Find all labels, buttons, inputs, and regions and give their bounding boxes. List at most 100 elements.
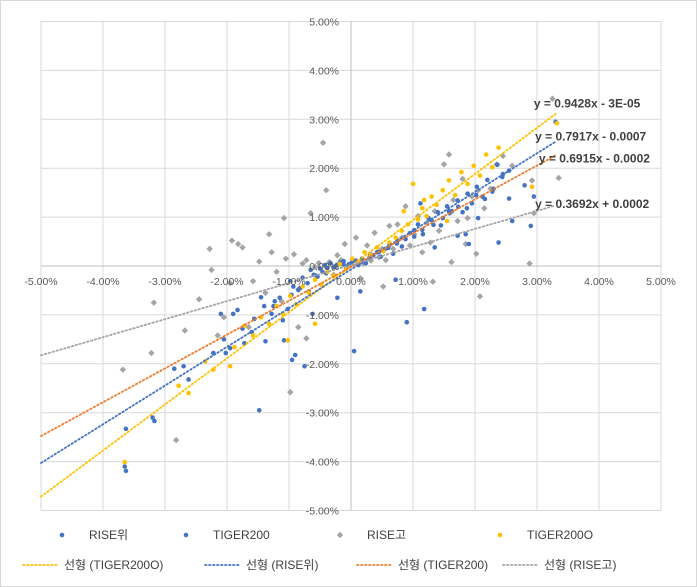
series-2-point-64 <box>464 214 471 222</box>
series-0-point-82 <box>263 339 268 344</box>
data-points <box>119 95 562 474</box>
series-2-point-19 <box>282 255 290 262</box>
series-2-point-24 <box>303 256 310 264</box>
series-2-point-4 <box>181 327 189 334</box>
legend-trend-item-2[interactable]: 선형 (TIGER200) <box>356 558 488 572</box>
series-3-point-44 <box>471 163 477 169</box>
series-0-point-37 <box>351 348 357 354</box>
series-2-point-26 <box>311 263 319 271</box>
y-tick-label-2: 3.00% <box>309 114 339 126</box>
series-3-point-15 <box>300 284 305 289</box>
series-0-point-56 <box>421 306 427 312</box>
series-0-point-53 <box>411 234 417 239</box>
series-0-point-58 <box>431 222 436 228</box>
series-3-point-36 <box>424 213 429 219</box>
series-2-point-37 <box>352 234 360 241</box>
x-tick-label-4: -1.00% <box>272 276 305 288</box>
trendline-0 <box>40 113 557 498</box>
legend-marker-0 <box>59 532 65 538</box>
series-2-point-21 <box>290 251 298 258</box>
series-2-point-20 <box>287 388 294 396</box>
series-2-point-83 <box>473 250 480 257</box>
series-0-point-28 <box>325 265 330 271</box>
series-3-point-54 <box>285 338 291 343</box>
series-2-point-62 <box>454 217 461 225</box>
legend-item-3[interactable]: TIGER200O <box>497 528 593 542</box>
series-3-point-1 <box>176 383 181 389</box>
series-0-point-74 <box>522 183 527 188</box>
series-2-point-40 <box>363 242 371 249</box>
series-2-point-81 <box>448 258 455 266</box>
legend-item-0[interactable]: RISE위 <box>59 528 128 542</box>
series-2-point-3 <box>172 436 180 444</box>
x-tick-label-0: -5.00% <box>24 276 57 288</box>
series-3-point-2 <box>186 390 191 396</box>
series-0-point-89 <box>509 218 515 224</box>
y-tick-label-8: -3.00% <box>306 408 339 420</box>
trendline-equation-2: y = 0.6915x - 0.0002 <box>539 151 650 165</box>
legend-trend-item-0[interactable]: 선형 (TIGER200O) <box>22 558 163 572</box>
series-2-point-50 <box>402 203 409 210</box>
series-1-point-30 <box>473 192 479 198</box>
series-1-point-8 <box>280 317 286 323</box>
series-2-point-16 <box>268 249 275 256</box>
legend-marker-1 <box>183 532 189 538</box>
series-3-point-42 <box>459 169 464 175</box>
series-2-point-74 <box>549 95 556 102</box>
legend-label-2: RISE고 <box>367 528 406 542</box>
series-2-point-59 <box>440 161 448 168</box>
trendline-equation-3: y = 0.3692x + 0.0002 <box>535 197 649 211</box>
series-2-point-88 <box>476 293 484 300</box>
series-0-point-15 <box>277 295 283 301</box>
series-3-point-47 <box>490 164 495 170</box>
series-2-point-87 <box>295 323 302 331</box>
series-2-point-45 <box>382 256 389 264</box>
legend-trend-label-2: 선형 (TIGER200) <box>398 558 488 572</box>
series-1-point-39 <box>432 245 438 250</box>
series-0-point-65 <box>465 191 470 196</box>
series-2-point-61 <box>450 196 457 204</box>
legend[interactable]: RISE위 TIGER200 RISE고 TIGER200O 선형 (TIGER200O… <box>22 528 616 572</box>
series-2-point-14 <box>256 258 263 265</box>
series-2-point-32 <box>334 252 341 259</box>
legend-marker-3 <box>497 532 503 538</box>
series-0-point-61 <box>444 204 450 209</box>
series-2-point-76 <box>526 260 533 267</box>
series-2-point-47 <box>389 245 397 253</box>
series-1-point-36 <box>393 277 398 282</box>
series-1-point-1 <box>181 363 186 369</box>
y-tick-label-6: -1.00% <box>306 310 339 322</box>
legend-item-2[interactable]: RISE고 <box>336 528 406 542</box>
series-2-point-7 <box>214 332 221 339</box>
series-0-point-18 <box>291 284 296 289</box>
series-0-point-22 <box>308 267 314 273</box>
series-3-point-21 <box>337 261 343 267</box>
series-2-point-6 <box>208 266 215 274</box>
trendline-1 <box>40 140 557 464</box>
series-3-point-33 <box>410 181 416 187</box>
series-3-point-53 <box>444 218 450 224</box>
series-2-point-9 <box>228 237 236 244</box>
series-0-point-78 <box>256 407 262 413</box>
series-3-point-37 <box>429 194 434 199</box>
tick-labels: -5.00% -4.00% -3.00% -2.00% -1.00% 0.00% 1.00%… <box>24 17 676 518</box>
series-0-point-71 <box>495 162 500 168</box>
legend-item-1[interactable]: TIGER200 <box>183 528 270 542</box>
series-0-point-69 <box>485 177 490 183</box>
series-0-point-50 <box>399 244 405 249</box>
legend-trend-item-3[interactable]: 선형 (RISE고) <box>502 558 616 572</box>
series-2-point-54 <box>419 249 426 256</box>
x-tick-label-10: 5.00% <box>646 276 676 288</box>
x-tick-label-5: 0.00% <box>336 276 366 288</box>
series-1-point-3 <box>230 311 236 317</box>
series-1-point-35 <box>418 201 423 206</box>
y-tick-label-0: 5.00% <box>309 17 339 29</box>
series-1-point-4 <box>242 340 247 346</box>
x-tick-label-6: 1.00% <box>398 276 428 288</box>
series-2-point-73 <box>530 209 538 217</box>
series-0-point-86 <box>475 215 481 221</box>
series-0-point-7 <box>223 350 229 356</box>
series-2-point-78 <box>303 335 310 342</box>
series-0-point-0 <box>123 468 129 474</box>
legend-trend-item-1[interactable]: 선형 (RISE위) <box>204 558 318 572</box>
